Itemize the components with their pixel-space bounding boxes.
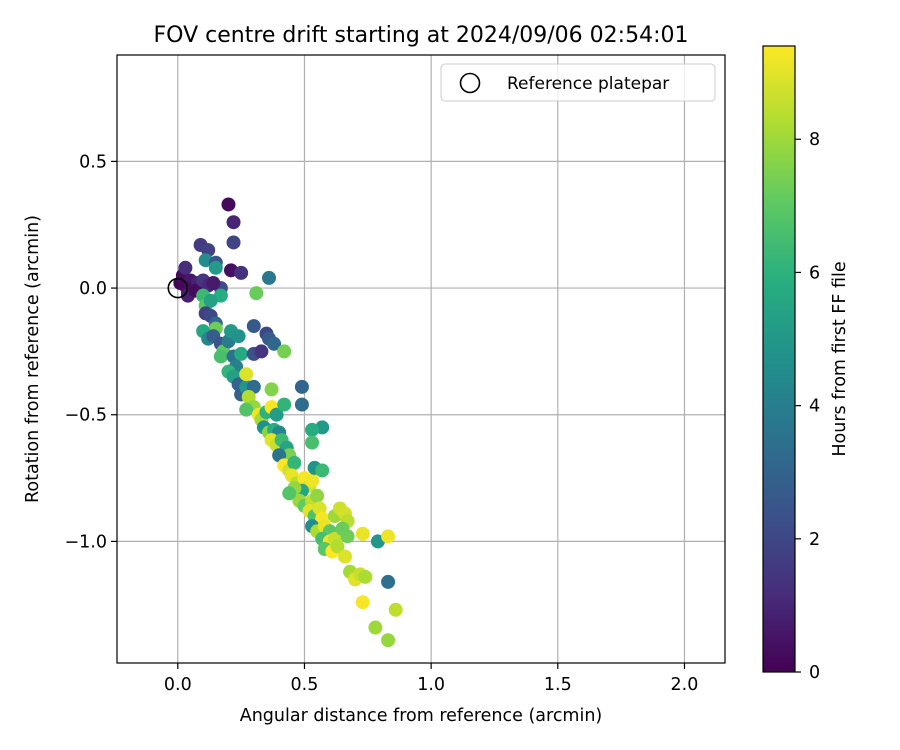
data-point [368,620,383,635]
colorbar-label: Hours from first FF file [830,261,850,456]
y-tick-label: −1.0 [65,532,108,552]
colorbar-tick-label: 8 [809,130,820,150]
data-point [234,346,249,361]
reference-marker [167,277,189,299]
data-point [221,197,236,212]
data-point [338,549,352,564]
data-point [262,270,276,285]
x-tick-label: 0.5 [291,675,319,695]
y-ticks: 0.5 0.0 −0.5 −1.0 [65,152,117,552]
data-point [249,286,264,301]
data-point [287,455,302,470]
grid-lines [117,55,725,663]
plot-area-frame [116,54,726,664]
colorbar-tick-label: 6 [809,263,820,283]
data-point [305,435,320,450]
legend-box [440,63,716,102]
data-point [388,602,403,617]
reference-platepar-marker [167,277,189,299]
data-point [315,463,330,478]
data-point [358,569,373,584]
y-axis-label: Rotation from reference (arcmin) [23,215,43,503]
data-point [208,260,223,275]
data-point [267,336,282,351]
data-point [282,486,297,501]
data-point [206,276,221,290]
data-point [355,526,370,541]
data-point [381,529,396,544]
x-ticks: 0.0 0.5 1.0 1.5 2.0 [164,663,699,695]
colorbar-gradient [762,45,796,673]
data-point [264,382,279,397]
x-tick-label: 1.5 [544,675,572,695]
data-point [277,397,292,412]
colorbar-ticks: 0 2 4 6 8 [795,130,820,683]
data-point [203,293,218,308]
data-point [226,215,241,230]
colorbar-tick-label: 2 [809,530,820,550]
data-point [277,344,292,359]
legend: Reference platepar [440,63,716,102]
data-point [305,422,320,437]
data-point [330,539,345,554]
colorbar-tick-label: 0 [809,663,820,683]
y-tick-label: 0.5 [79,152,107,172]
data-point [340,529,355,544]
data-point [213,349,228,364]
x-axis-label: Angular distance from reference (arcmin) [240,706,603,726]
y-tick-label: −0.5 [65,406,108,426]
legend-marker-icon [459,72,481,94]
data-point [294,397,309,412]
data-point [294,379,309,394]
colorbar-tick-label: 4 [809,397,820,417]
x-tick-label: 2.0 [671,675,699,695]
data-point [239,402,254,417]
data-point [234,265,249,280]
x-tick-label: 0.0 [164,675,192,695]
chart-title: FOV centre drift starting at 2024/09/06 … [154,23,689,48]
data-point [381,633,396,648]
colorbar: 0 2 4 6 8 Hours from first FF file [762,45,850,683]
data-point [269,407,284,422]
data-point [239,367,254,382]
data-point [381,574,396,589]
data-point [305,473,320,488]
legend-entry-reference-platepar: Reference platepar [507,74,669,94]
data-points [173,197,403,648]
data-point [254,344,269,359]
data-point [226,235,241,250]
x-tick-label: 1.0 [417,675,445,695]
data-point [178,260,193,275]
data-point [310,488,325,503]
data-point [246,319,261,334]
data-point [355,595,370,610]
data-point [231,329,246,344]
y-tick-label: 0.0 [79,279,107,299]
